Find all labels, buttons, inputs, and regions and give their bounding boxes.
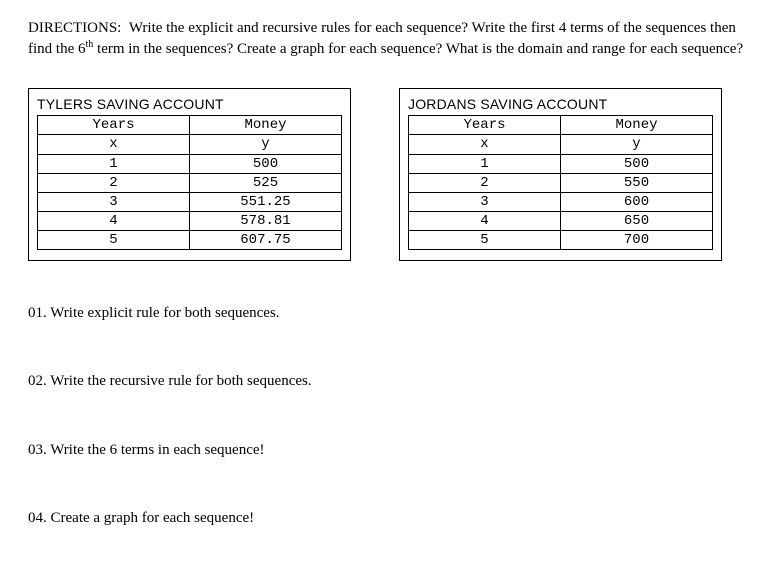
- sub-y: y: [561, 135, 713, 154]
- cell: 4: [38, 211, 190, 230]
- table-row: x y: [38, 135, 342, 154]
- table-row: Years Money: [409, 116, 713, 135]
- directions-heading: DIRECTIONS:: [28, 20, 121, 36]
- cell: 1: [38, 154, 190, 173]
- sub-y: y: [190, 135, 342, 154]
- cell: 525: [190, 173, 342, 192]
- tylers-table: Years Money x y 1500 2525 3551.25 4578.8…: [37, 115, 342, 250]
- table-row: 1500: [38, 154, 342, 173]
- cell: 4: [409, 211, 561, 230]
- directions-block: DIRECTIONS: Write the explicit and recur…: [28, 18, 745, 60]
- table-row: x y: [409, 135, 713, 154]
- cell: 550: [561, 173, 713, 192]
- cell: 2: [38, 173, 190, 192]
- directions-text-2: term in the sequences? Create a graph fo…: [93, 41, 743, 57]
- questions-block: 01. Write explicit rule for both sequenc…: [28, 303, 745, 528]
- header-money: Money: [190, 116, 342, 135]
- table-row: 3551.25: [38, 192, 342, 211]
- jordans-table: Years Money x y 1500 2550 3600 4650 5700: [408, 115, 713, 250]
- table-row: 1500: [409, 154, 713, 173]
- table-row: 5607.75: [38, 230, 342, 249]
- cell: 551.25: [190, 192, 342, 211]
- cell: 700: [561, 230, 713, 249]
- table-row: 2550: [409, 173, 713, 192]
- table-row: 2525: [38, 173, 342, 192]
- question-3: 03. Write the 6 terms in each sequence!: [28, 440, 745, 460]
- cell: 500: [190, 154, 342, 173]
- cell: 650: [561, 211, 713, 230]
- header-years: Years: [38, 116, 190, 135]
- header-money: Money: [561, 116, 713, 135]
- tylers-table-block: TYLERS SAVING ACCOUNT Years Money x y 15…: [28, 88, 351, 262]
- sub-x: x: [409, 135, 561, 154]
- sub-x: x: [38, 135, 190, 154]
- table-row: 5700: [409, 230, 713, 249]
- cell: 3: [38, 192, 190, 211]
- table-row: 4650: [409, 211, 713, 230]
- cell: 600: [561, 192, 713, 211]
- jordans-title: JORDANS SAVING ACCOUNT: [408, 95, 713, 114]
- cell: 5: [409, 230, 561, 249]
- question-1: 01. Write explicit rule for both sequenc…: [28, 303, 745, 323]
- cell: 5: [38, 230, 190, 249]
- cell: 2: [409, 173, 561, 192]
- tylers-title: TYLERS SAVING ACCOUNT: [37, 95, 342, 114]
- header-years: Years: [409, 116, 561, 135]
- cell: 607.75: [190, 230, 342, 249]
- jordans-table-block: JORDANS SAVING ACCOUNT Years Money x y 1…: [399, 88, 722, 262]
- cell: 1: [409, 154, 561, 173]
- tables-row: TYLERS SAVING ACCOUNT Years Money x y 15…: [28, 88, 745, 262]
- cell: 578.81: [190, 211, 342, 230]
- table-row: Years Money: [38, 116, 342, 135]
- table-row: 3600: [409, 192, 713, 211]
- cell: 500: [561, 154, 713, 173]
- question-2: 02. Write the recursive rule for both se…: [28, 371, 745, 391]
- table-row: 4578.81: [38, 211, 342, 230]
- question-4: 04. Create a graph for each sequence!: [28, 508, 745, 528]
- cell: 3: [409, 192, 561, 211]
